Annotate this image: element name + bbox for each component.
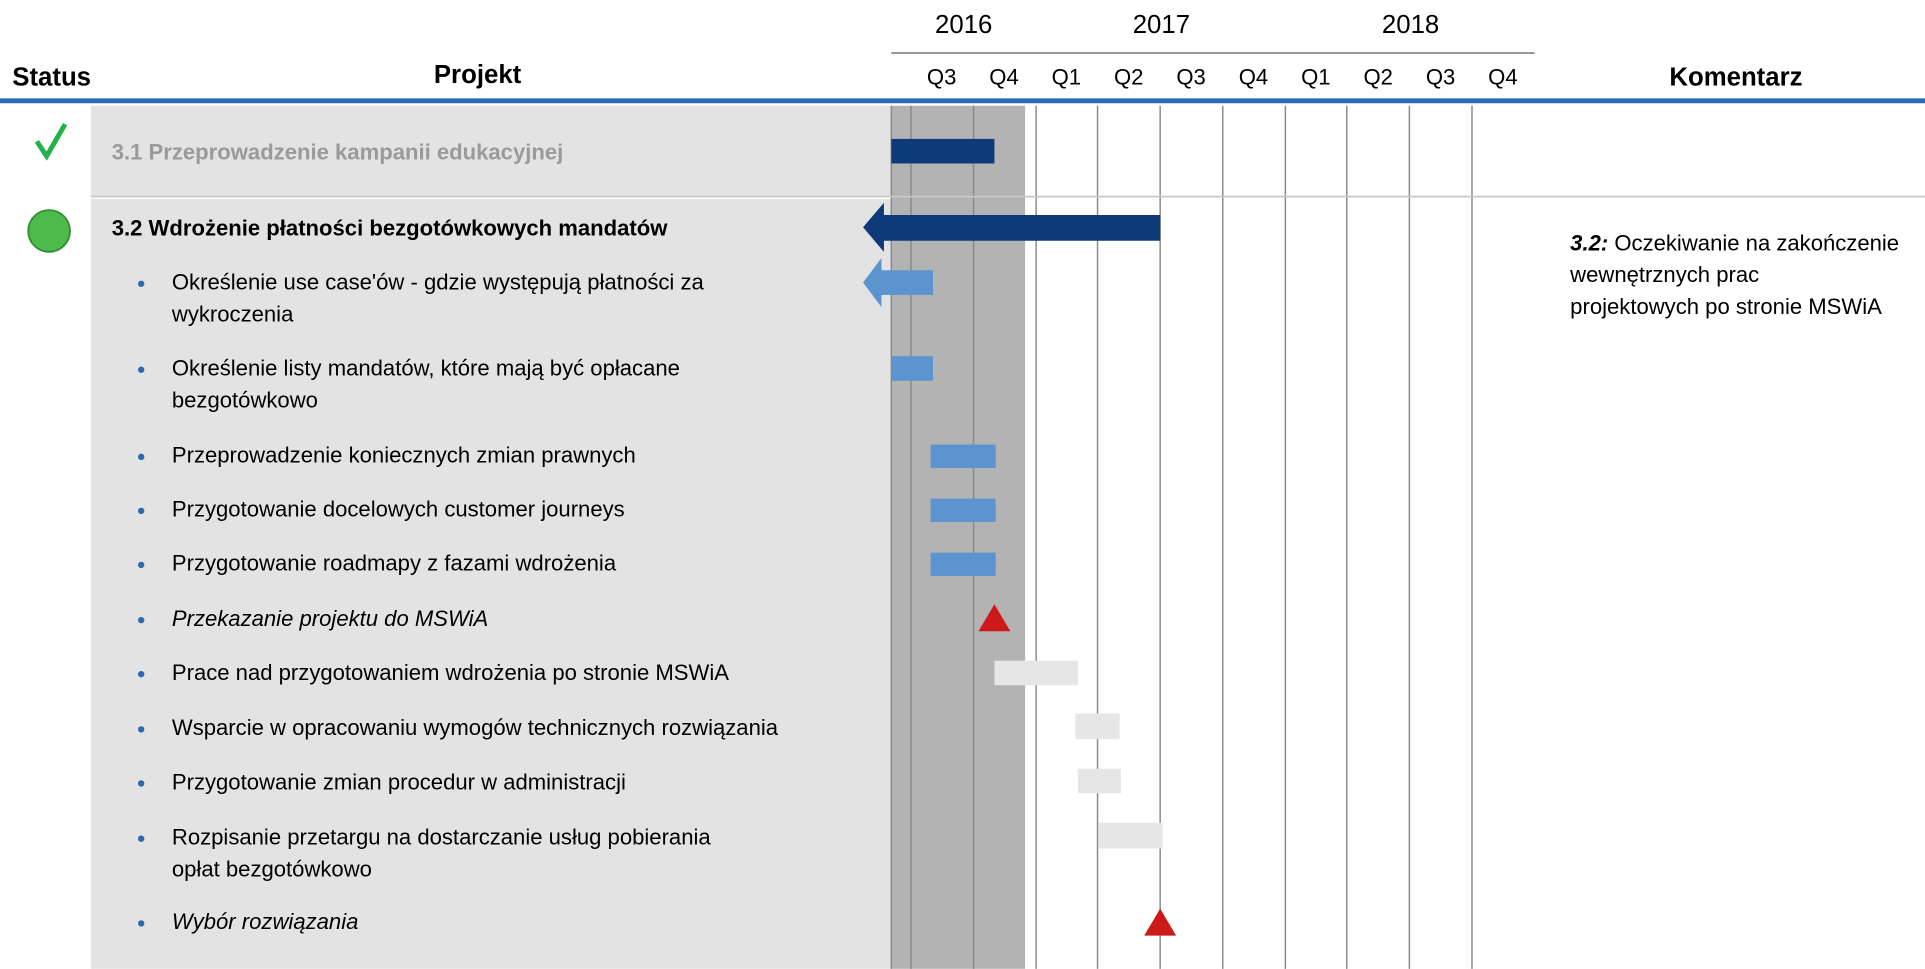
task-label: Prace nad przygotowaniem wdrożenia po st… <box>172 660 729 685</box>
comment-text: wewnętrznych prac <box>1569 262 1759 287</box>
comment-text: Oczekiwanie na zakończenie <box>1608 230 1899 255</box>
quarter-label: Q2 <box>1363 65 1392 90</box>
gantt-bar <box>930 498 996 522</box>
task-label: bezgotówkowo <box>172 387 318 412</box>
task-label: Przekazanie projektu do MSWiA <box>172 606 488 631</box>
quarter-label: Q1 <box>1301 65 1330 90</box>
bullet <box>137 280 145 287</box>
task-label: Przygotowanie zmian procedur w administr… <box>172 769 626 794</box>
quarter-label: Q4 <box>1488 65 1517 90</box>
gantt-bar <box>930 552 996 576</box>
bullet <box>137 780 145 787</box>
task-label: opłat bezgotówkowo <box>172 856 372 881</box>
quarter-label: Q4 <box>1239 65 1268 90</box>
gantt-bar <box>994 660 1078 686</box>
gantt-bar <box>1098 822 1163 849</box>
bullet <box>137 453 145 461</box>
gantt-bar <box>930 444 996 468</box>
task-label: wykroczenia <box>171 302 294 327</box>
quarter-label: Q3 <box>927 65 956 90</box>
task-label: Rozpisanie przetargu na dostarczanie usł… <box>172 825 712 850</box>
bullet <box>137 920 145 927</box>
project-title: 3.2 Wdrożenie płatności bezgotówkowych m… <box>112 216 669 241</box>
done-period <box>891 105 1026 969</box>
bullet <box>137 507 145 515</box>
task-label: Wsparcie w opracowaniu wymogów techniczn… <box>172 715 779 740</box>
gantt-arrow <box>863 202 1161 252</box>
status-on-track <box>27 209 71 253</box>
bullet <box>137 561 145 569</box>
gantt-bar <box>891 138 995 164</box>
grid <box>890 105 1473 969</box>
project-header: Projekt <box>434 61 522 89</box>
done-check <box>34 122 68 161</box>
status-header: Status <box>12 64 91 92</box>
quarter-label: Q3 <box>1426 65 1455 90</box>
bullet <box>137 670 145 678</box>
quarter-label: Q2 <box>1114 65 1143 90</box>
gantt-arrow <box>863 257 934 308</box>
comment-text: projektowych po stronie MSWiA <box>1570 294 1882 319</box>
comment-header: Komentarz <box>1669 64 1802 92</box>
task-label: Przygotowanie roadmapy z fazami wdrożeni… <box>172 551 617 576</box>
quarter-label: Q3 <box>1176 65 1205 90</box>
task-label: Określenie use case'ów - gdzie występują… <box>172 270 705 295</box>
task-label: Przeprowadzenie koniecznych zmian prawny… <box>172 443 636 468</box>
quarter-label: Q1 <box>1052 65 1081 90</box>
milestone <box>978 604 1011 632</box>
bullet <box>137 726 145 733</box>
gantt-bar <box>1075 713 1120 740</box>
task-label: Określenie listy mandatów, które mają by… <box>172 356 680 381</box>
bullet <box>137 366 145 373</box>
gantt-bar <box>1077 768 1121 794</box>
row-bg <box>90 199 892 969</box>
task-label: Przygotowanie docelowych customer journe… <box>172 497 625 522</box>
milestone <box>1144 908 1177 936</box>
comment-label: 3.2: <box>1570 230 1608 255</box>
bullet <box>137 835 145 842</box>
row-bg <box>90 105 892 197</box>
quarter-label: Q4 <box>989 65 1018 90</box>
bullet <box>137 616 145 624</box>
year-label: 2018 <box>1382 11 1439 39</box>
year-label: 2017 <box>1133 11 1190 39</box>
task-label: Wybór rozwiązania <box>172 909 359 934</box>
year-label: 2016 <box>935 11 992 39</box>
gantt-bar <box>891 356 934 381</box>
project-title: 3.1 Przeprowadzenie kampanii edukacyjnej <box>112 139 564 164</box>
comment: 3.2: Oczekiwanie na zakończenie <box>1570 230 1899 255</box>
